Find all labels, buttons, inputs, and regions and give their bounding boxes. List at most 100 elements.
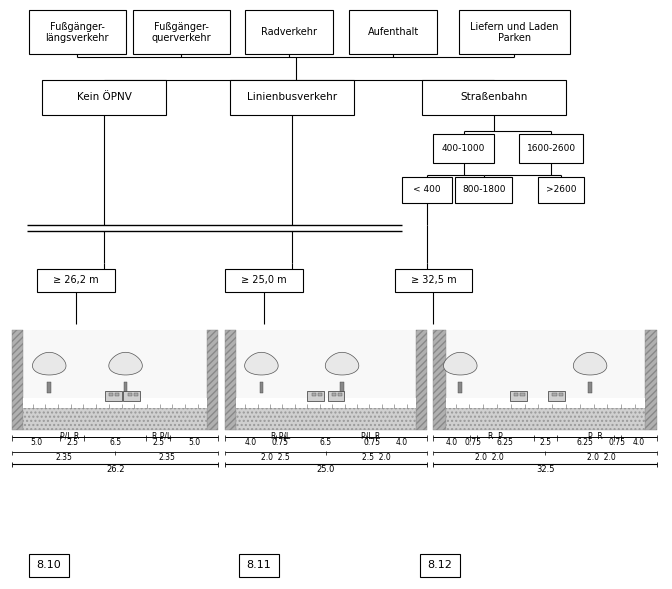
Bar <box>395 269 472 292</box>
Bar <box>237 398 415 408</box>
Text: 6.25: 6.25 <box>497 438 514 446</box>
Bar <box>307 391 324 401</box>
Text: 2.35: 2.35 <box>159 453 175 462</box>
Text: P/L R: P/L R <box>361 432 380 441</box>
Bar <box>327 391 344 401</box>
Polygon shape <box>325 352 359 375</box>
Text: 4.0: 4.0 <box>633 438 645 446</box>
Text: 2.5: 2.5 <box>540 438 551 446</box>
Bar <box>552 392 556 396</box>
Bar <box>455 177 512 203</box>
Text: 26.2: 26.2 <box>106 465 124 474</box>
Text: 2.0  2.5: 2.0 2.5 <box>261 453 290 462</box>
Text: 8.11: 8.11 <box>247 561 271 570</box>
Text: ≥ 32,5 m: ≥ 32,5 m <box>411 276 456 285</box>
Text: Aufenthalt: Aufenthalt <box>368 28 419 37</box>
Bar <box>12 330 24 430</box>
Bar <box>588 382 592 392</box>
Bar <box>538 177 584 203</box>
Polygon shape <box>444 352 477 375</box>
Text: Straßenbahn: Straßenbahn <box>460 92 528 102</box>
Bar <box>433 330 446 430</box>
Bar <box>12 330 218 430</box>
Text: 2.5: 2.5 <box>66 438 78 446</box>
Bar <box>458 11 569 54</box>
Text: P  R: P R <box>588 432 603 441</box>
Text: 5.0: 5.0 <box>188 438 200 446</box>
Bar <box>12 330 24 430</box>
Bar <box>24 408 207 430</box>
Bar <box>415 330 427 430</box>
Text: 2.35: 2.35 <box>55 453 72 462</box>
Text: 4.0: 4.0 <box>446 438 458 446</box>
Bar <box>134 392 138 396</box>
Bar <box>332 392 336 396</box>
Bar <box>225 330 427 430</box>
Text: Linienbusverkehr: Linienbusverkehr <box>247 92 337 102</box>
Bar <box>245 11 333 54</box>
Bar <box>225 330 237 430</box>
Text: 2.5: 2.5 <box>153 438 165 446</box>
Text: 5.0: 5.0 <box>30 438 42 446</box>
Polygon shape <box>245 352 278 375</box>
Bar <box>42 80 166 115</box>
Bar <box>225 330 237 430</box>
Text: 6.5: 6.5 <box>320 438 332 446</box>
Bar <box>105 391 122 401</box>
Text: ≥ 25,0 m: ≥ 25,0 m <box>241 276 287 285</box>
Text: 25.0: 25.0 <box>317 465 335 474</box>
Bar <box>29 554 69 577</box>
Bar <box>237 408 415 430</box>
Bar <box>259 382 263 392</box>
Bar <box>230 80 355 115</box>
Text: 400-1000: 400-1000 <box>442 144 485 153</box>
Bar <box>433 330 657 430</box>
Bar <box>132 11 230 54</box>
Bar <box>338 392 342 396</box>
Text: Fußgänger-
längsverkehr: Fußgänger- längsverkehr <box>46 22 109 43</box>
Text: 6.5: 6.5 <box>109 438 122 446</box>
Text: Kein ÖPNV: Kein ÖPNV <box>77 92 132 102</box>
Bar <box>226 269 302 292</box>
Text: 32.5: 32.5 <box>536 465 554 474</box>
Bar <box>124 391 140 401</box>
Bar <box>519 134 583 163</box>
Text: 800-1800: 800-1800 <box>462 185 505 194</box>
Polygon shape <box>32 352 66 375</box>
Bar <box>24 398 207 408</box>
Text: 0.75: 0.75 <box>609 438 626 446</box>
Bar <box>207 330 218 430</box>
Bar <box>421 80 566 115</box>
Bar <box>446 408 645 430</box>
Bar <box>207 330 218 430</box>
Bar <box>37 269 114 292</box>
Bar <box>128 392 132 396</box>
Bar <box>433 330 446 430</box>
Text: P/L R: P/L R <box>60 432 79 441</box>
Bar <box>510 391 527 401</box>
Text: 1600-2600: 1600-2600 <box>526 144 576 153</box>
Bar <box>28 11 126 54</box>
Text: 0.75: 0.75 <box>363 438 380 446</box>
Polygon shape <box>109 352 142 375</box>
Text: 2.0  2.0: 2.0 2.0 <box>475 453 504 462</box>
Bar <box>446 408 645 430</box>
Text: ≥ 26,2 m: ≥ 26,2 m <box>53 276 99 285</box>
Bar <box>239 554 279 577</box>
Bar <box>237 408 415 430</box>
Bar <box>124 382 128 392</box>
Bar <box>47 382 51 392</box>
Bar <box>558 392 562 396</box>
Text: Liefern und Laden
Parken: Liefern und Laden Parken <box>470 22 558 43</box>
Text: R  P: R P <box>488 432 503 441</box>
Bar <box>515 392 519 396</box>
Text: >2600: >2600 <box>546 185 577 194</box>
Bar <box>415 330 427 430</box>
Text: 2.0  2.0: 2.0 2.0 <box>587 453 616 462</box>
Text: < 400: < 400 <box>413 185 441 194</box>
Text: 0.75: 0.75 <box>271 438 289 446</box>
Bar <box>433 134 494 163</box>
Bar <box>548 391 565 401</box>
Bar <box>318 392 322 396</box>
Bar <box>109 392 113 396</box>
